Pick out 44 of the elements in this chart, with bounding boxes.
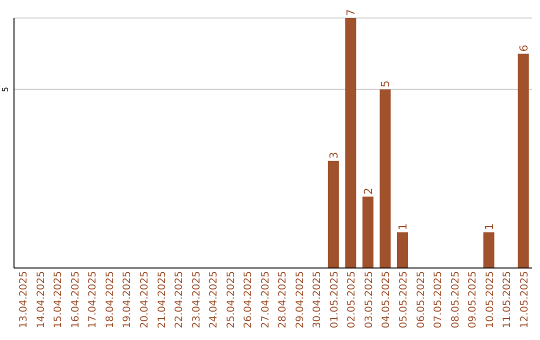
x-tick-label: 18.04.2025 xyxy=(104,271,116,328)
x-tick-label: 27.04.2025 xyxy=(260,271,272,328)
x-tick-label: 26.04.2025 xyxy=(243,271,254,328)
x-tick-label: 15.04.2025 xyxy=(53,271,64,328)
x-tick-label: 08.05.2025 xyxy=(450,271,462,328)
data-label: 6 xyxy=(517,44,530,52)
x-tick-label: 22.04.2025 xyxy=(174,271,186,328)
bar xyxy=(328,160,339,268)
x-tick-label: 25.04.2025 xyxy=(226,271,237,328)
x-tick-label: 01.05.2025 xyxy=(329,271,340,328)
data-label: 1 xyxy=(482,223,496,230)
x-tick-label: 19.04.2025 xyxy=(122,271,134,328)
bar xyxy=(396,232,408,268)
x-tick-label: 21.04.2025 xyxy=(156,271,168,328)
bar xyxy=(362,196,374,268)
x-tick-label: 06.05.2025 xyxy=(416,271,427,328)
bar xyxy=(483,232,494,268)
x-tick-label: 17.04.2025 xyxy=(88,271,99,328)
data-label: 3 xyxy=(327,152,340,159)
x-tick-label: 20.04.2025 xyxy=(140,271,150,328)
x-tick-label: 29.04.2025 xyxy=(294,271,306,328)
data-label: 5 xyxy=(379,80,392,88)
x-tick-label: 28.04.2025 xyxy=(278,271,289,328)
data-label: 1 xyxy=(396,223,410,230)
bar xyxy=(518,54,529,268)
x-tick-label: 03.05.2025 xyxy=(364,271,375,328)
x-tick-label: 09.05.2025 xyxy=(468,271,479,328)
data-label: 7 xyxy=(344,9,358,16)
x-tick-label: 13.04.2025 xyxy=(18,271,30,328)
x-tick-label: 05.05.2025 xyxy=(398,271,410,328)
x-tick-label: 14.04.2025 xyxy=(36,271,47,328)
bar xyxy=(380,89,391,268)
x-tick-label: 16.04.2025 xyxy=(70,271,82,328)
x-tick-label: 10.05.2025 xyxy=(484,271,496,328)
x-tick-label: 30.04.2025 xyxy=(312,271,324,328)
x-tick-label: 04.05.2025 xyxy=(381,271,392,328)
x-tick-label: 11.05.2025 xyxy=(502,271,514,328)
x-tick-label: 12.05.2025 xyxy=(519,271,530,328)
data-label: 2 xyxy=(362,188,375,195)
x-tick-label: 07.05.2025 xyxy=(433,271,444,328)
x-tick-label: 23.04.2025 xyxy=(191,271,202,328)
x-tick-label: 02.05.2025 xyxy=(346,271,358,328)
bar xyxy=(345,18,356,268)
x-tick-label: 24.04.2025 xyxy=(208,271,220,328)
